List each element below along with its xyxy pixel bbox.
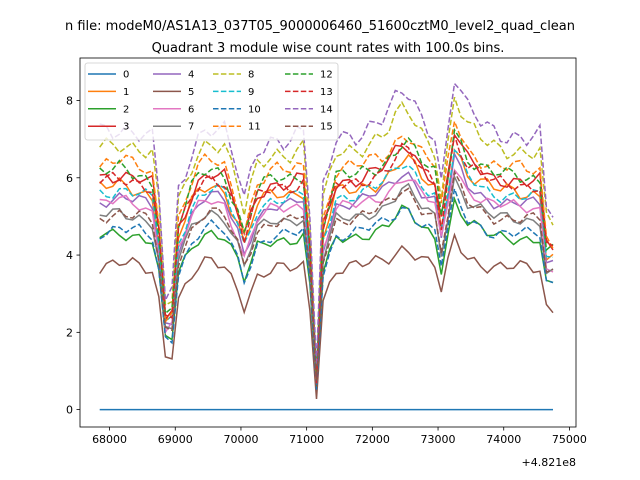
y-tick-label: 2	[66, 326, 73, 339]
series-line-8	[99, 97, 554, 377]
x-offset-text: +4.821e8	[522, 456, 576, 469]
legend-label: 11	[248, 122, 261, 133]
x-tick-label: 68000	[92, 433, 127, 446]
legend-label: 1	[123, 87, 129, 98]
legend-label: 7	[188, 122, 194, 133]
x-tick-label: 70000	[223, 433, 258, 446]
legend-label: 2	[123, 104, 129, 115]
series-line-15	[99, 169, 554, 381]
legend-label: 15	[320, 122, 333, 133]
legend-label: 0	[123, 70, 129, 81]
legend-label: 4	[188, 70, 194, 81]
legend-label: 12	[320, 70, 333, 81]
chart-title: Quadrant 3 module wise count rates with …	[152, 41, 505, 56]
series-line-6	[99, 168, 554, 383]
y-tick-label: 8	[66, 95, 73, 108]
legend-box	[84, 62, 339, 141]
x-tick-label: 73000	[421, 433, 456, 446]
axes: 68000 69000 70000 71000 72000 73000 74000 75000…	[66, 57, 587, 446]
axes-frame	[79, 57, 577, 428]
legend-label: 5	[188, 87, 194, 98]
legend-label: 8	[248, 70, 254, 81]
legend-label: 13	[320, 87, 333, 98]
legend-label: 10	[248, 104, 261, 115]
y-tick-label: 6	[66, 172, 73, 185]
legend-label: 3	[123, 122, 129, 133]
x-tick-label: 75000	[552, 433, 587, 446]
series-line-13	[99, 135, 554, 384]
series-line-5	[99, 232, 554, 400]
x-tick-label: 71000	[289, 433, 324, 446]
series-line-10	[99, 185, 554, 390]
plot-area	[99, 81, 554, 411]
chart-suptitle: n file: modeM0/AS1A13_037T05_9000006460_…	[65, 19, 575, 34]
series-line-14	[99, 81, 554, 366]
x-tick-label: 74000	[486, 433, 521, 446]
legend-label: 9	[248, 87, 254, 98]
series-line-7	[99, 174, 554, 385]
legend-label: 6	[188, 104, 194, 115]
x-tick-label: 69000	[158, 433, 193, 446]
x-tick-label: 72000	[355, 433, 390, 446]
y-tick-label: 4	[66, 249, 73, 262]
y-tick-label: 0	[66, 404, 73, 417]
legend-label: 14	[320, 104, 333, 115]
